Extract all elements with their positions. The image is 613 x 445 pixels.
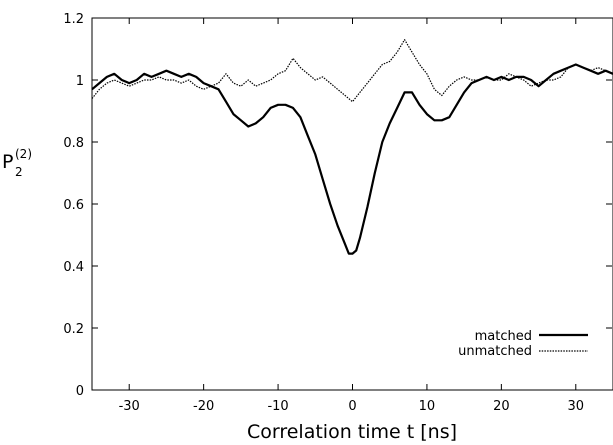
axis-ticks [92, 17, 612, 391]
x-tick-label: -10 [267, 399, 288, 414]
y-tick-label: 0.6 [63, 198, 84, 213]
x-axis-title: Correlation time t [ns] [247, 421, 457, 443]
legend-label-matched: matched [475, 329, 532, 344]
y-tick-labels: 0 0.2 0.4 0.6 0.8 1 1.2 [63, 12, 84, 399]
legend-label-unmatched: unmatched [458, 344, 532, 359]
x-tick-label: -30 [119, 399, 140, 414]
y-tick-label: 1.2 [63, 12, 84, 27]
series-line-matched [91, 63, 613, 255]
series-line-unmatched [91, 39, 613, 103]
series-lines [91, 39, 613, 255]
x-tick-label: 30 [568, 399, 585, 414]
y-tick-label: 0.2 [63, 322, 84, 337]
y-axis-title: P 2 (2) [2, 147, 32, 179]
x-tick-label: -20 [193, 399, 214, 414]
x-tick-labels: -30 -20 -10 0 10 20 30 [119, 399, 584, 414]
y-tick-label: 0 [76, 384, 84, 399]
plot-frame [91, 17, 613, 391]
x-tick-label: 20 [493, 399, 510, 414]
y-axis-title-base: P [2, 151, 13, 173]
x-tick-label: 10 [419, 399, 436, 414]
x-tick-label: 0 [348, 399, 356, 414]
y-axis-title-sup: (2) [15, 147, 32, 161]
y-tick-label: 0.4 [63, 260, 84, 275]
y-axis-title-sub: 2 [15, 165, 23, 179]
legend: matched unmatched [458, 329, 588, 359]
y-tick-label: 0.8 [63, 136, 84, 151]
y-tick-label: 1 [76, 74, 84, 89]
